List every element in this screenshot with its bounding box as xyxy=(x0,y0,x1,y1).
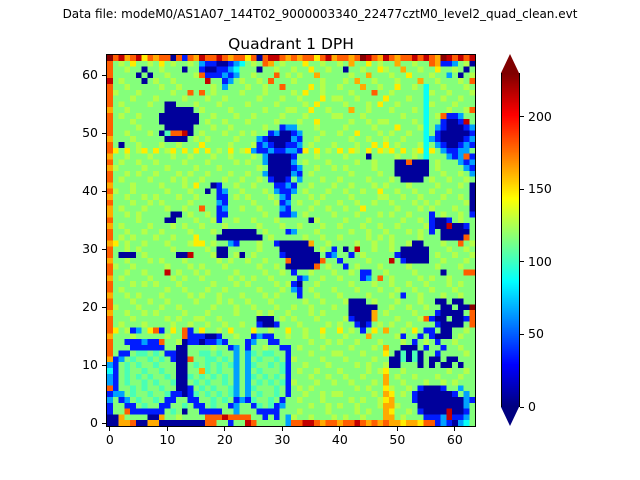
colorbar-tick-mark xyxy=(520,261,524,263)
y-tick-label: 0 xyxy=(90,415,98,431)
x-tick-mark xyxy=(281,427,283,431)
y-tick-mark xyxy=(102,306,106,308)
datafile-label: Data file: modeM0/AS1A07_144T02_90000033… xyxy=(62,7,578,21)
y-tick-label: 60 xyxy=(82,67,98,83)
colorbar-tick-mark xyxy=(520,406,524,408)
x-tick-mark xyxy=(454,427,456,431)
x-tick-label: 0 xyxy=(105,432,114,447)
heatmap-image xyxy=(107,55,475,426)
y-tick-mark xyxy=(102,132,106,134)
y-tick-label: 40 xyxy=(82,183,98,199)
colorbar-tick-mark xyxy=(520,333,524,335)
colorbar-tick-label: 100 xyxy=(528,253,552,269)
y-tick-label: 50 xyxy=(82,125,98,141)
plot-title: Quadrant 1 DPH xyxy=(228,35,354,53)
colorbar-tick-mark xyxy=(520,116,524,118)
x-tick-mark xyxy=(166,427,168,431)
colorbar xyxy=(501,73,520,407)
y-tick-mark xyxy=(102,422,106,424)
x-tick-mark xyxy=(396,427,398,431)
y-tick-label: 10 xyxy=(82,357,98,373)
x-tick-label: 10 xyxy=(159,432,176,447)
x-tick-label: 50 xyxy=(389,432,406,447)
x-tick-mark xyxy=(109,427,111,431)
colorbar-tick-label: 0 xyxy=(528,399,536,414)
colorbar-tick-label: 150 xyxy=(528,181,552,197)
x-tick-label: 20 xyxy=(216,432,233,447)
x-tick-label: 40 xyxy=(331,432,348,447)
heatmap-plot-area xyxy=(106,54,476,427)
y-tick-label: 20 xyxy=(82,299,98,315)
colorbar-extend-max-arrow xyxy=(501,54,519,73)
x-tick-mark xyxy=(339,427,341,431)
colorbar-tick-mark xyxy=(520,188,524,190)
colorbar-tick-label: 50 xyxy=(528,326,544,342)
colorbar-tick-label: 200 xyxy=(528,108,552,124)
x-tick-mark xyxy=(224,427,226,431)
colorbar-extend-min-arrow xyxy=(501,407,519,426)
y-tick-mark xyxy=(102,74,106,76)
y-tick-label: 30 xyxy=(82,241,98,257)
y-tick-mark xyxy=(102,190,106,192)
y-tick-mark xyxy=(102,248,106,250)
x-tick-label: 60 xyxy=(446,432,463,447)
x-tick-label: 30 xyxy=(274,432,291,447)
y-tick-mark xyxy=(102,364,106,366)
